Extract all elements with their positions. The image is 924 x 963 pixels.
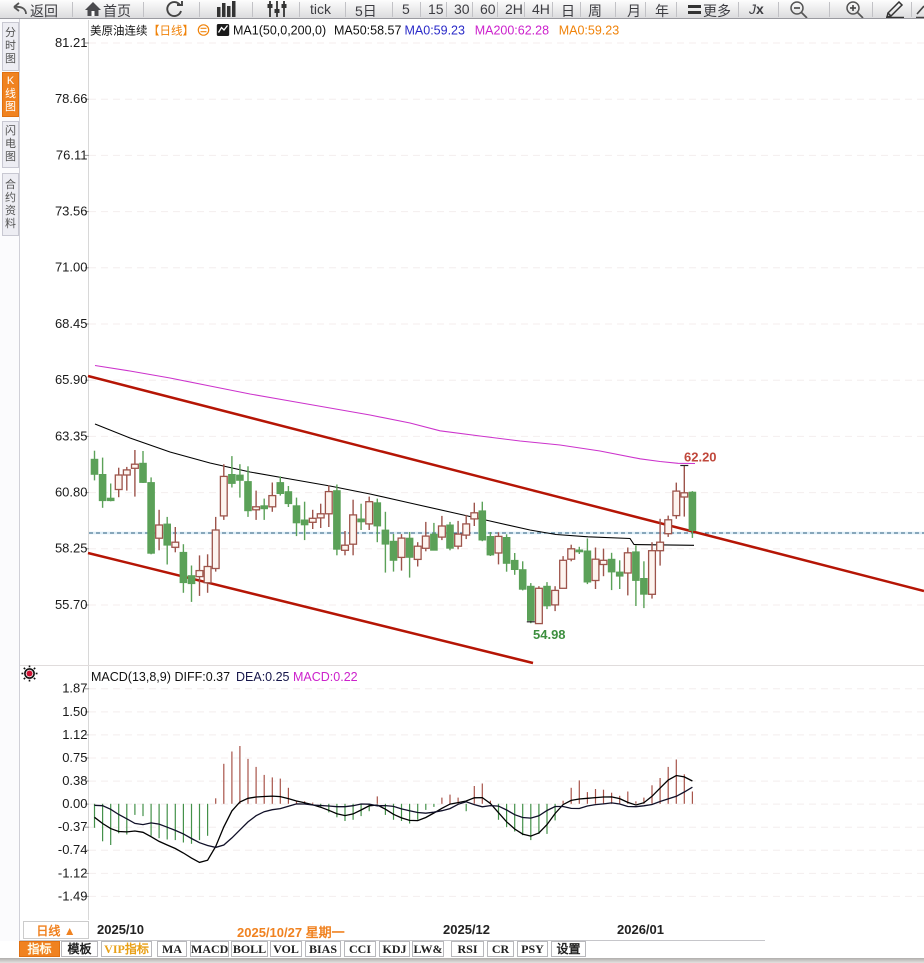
svg-text:0.00: 0.00 xyxy=(62,796,87,811)
svg-text:1.87: 1.87 xyxy=(62,681,87,696)
svg-text:DIFF:0.37: DIFF:0.37 xyxy=(175,670,231,684)
svg-text:DEA:0.25: DEA:0.25 xyxy=(236,670,290,684)
svg-text:-1.49: -1.49 xyxy=(58,888,88,903)
svg-text:0.38: 0.38 xyxy=(62,773,87,788)
svg-text:81.21: 81.21 xyxy=(55,35,88,50)
svg-text:65.90: 65.90 xyxy=(55,372,88,387)
svg-text:71.00: 71.00 xyxy=(55,260,88,275)
svg-text:73.56: 73.56 xyxy=(55,204,88,219)
svg-text:62.20: 62.20 xyxy=(684,450,717,465)
svg-text:MACD(13,8,9): MACD(13,8,9) xyxy=(91,670,171,684)
svg-text:58.25: 58.25 xyxy=(55,541,88,556)
svg-text:-0.74: -0.74 xyxy=(58,842,88,857)
svg-text:MA0:59.23: MA0:59.23 xyxy=(559,24,620,38)
svg-text:1.50: 1.50 xyxy=(62,704,87,719)
svg-text:60.80: 60.80 xyxy=(55,485,88,500)
svg-text:68.45: 68.45 xyxy=(55,316,88,331)
svg-text:MA200:62.28: MA200:62.28 xyxy=(475,24,549,38)
svg-text:MA0:59.23: MA0:59.23 xyxy=(405,24,466,38)
svg-text:MACD:0.22: MACD:0.22 xyxy=(293,670,358,684)
svg-text:-0.37: -0.37 xyxy=(58,819,88,834)
svg-text:54.98: 54.98 xyxy=(533,627,566,642)
svg-text:【日线】: 【日线】 xyxy=(148,24,194,38)
svg-text:55.70: 55.70 xyxy=(55,597,88,612)
svg-text:0.75: 0.75 xyxy=(62,750,87,765)
svg-text:1.12: 1.12 xyxy=(62,727,87,742)
svg-text:63.35: 63.35 xyxy=(55,428,88,443)
svg-text:MA50:58.57: MA50:58.57 xyxy=(334,24,401,38)
svg-text:美原油连续: 美原油连续 xyxy=(90,24,148,38)
svg-text:MA1(50,0,200,0): MA1(50,0,200,0) xyxy=(233,24,326,38)
svg-text:76.11: 76.11 xyxy=(56,147,88,162)
svg-text:78.66: 78.66 xyxy=(55,91,88,106)
svg-text:-1.12: -1.12 xyxy=(58,865,88,880)
